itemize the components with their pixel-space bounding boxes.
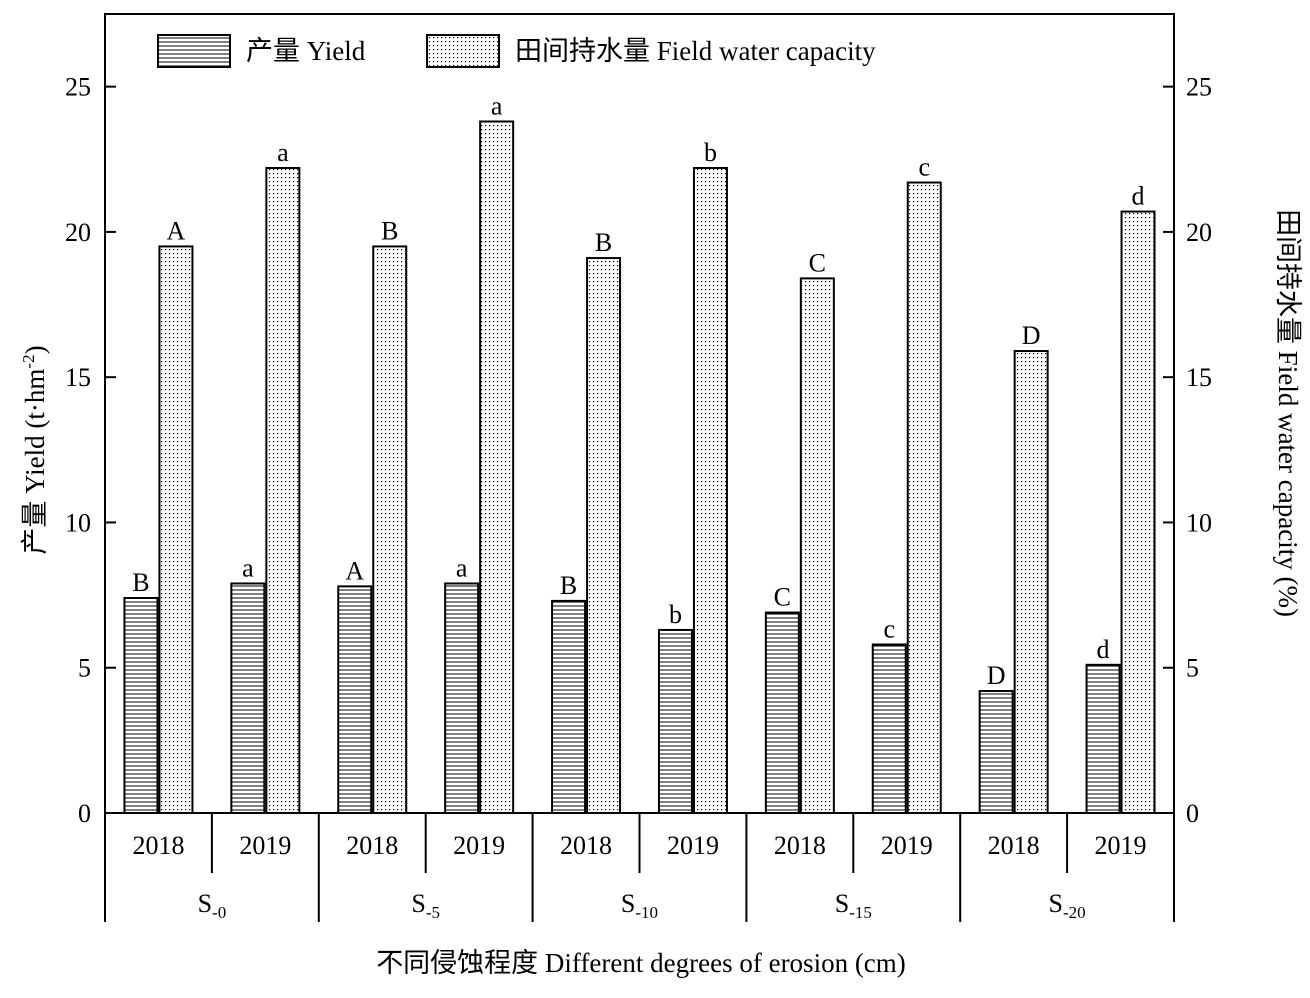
x-group-label: S-15 [835, 889, 872, 922]
x-group-subscript: -0 [212, 903, 226, 922]
yield-significance-label: B [560, 571, 577, 600]
x-group-label: S-5 [411, 889, 440, 922]
capacity-significance-label: a [491, 92, 503, 121]
yield-significance-label: A [345, 556, 364, 585]
y-right-tick-label: 20 [1186, 218, 1212, 247]
y-left-tick-label: 15 [65, 363, 91, 392]
yield-significance-label: a [456, 553, 468, 582]
yield-bar [764, 611, 800, 814]
yield-bar [337, 585, 373, 815]
bar-labels-layer: B Aa a A Ba a B Bb b C Cc c D Dd d [132, 92, 1144, 690]
x-year-label: 2019 [453, 831, 505, 860]
yield-bar [551, 599, 587, 814]
x-year-label: 2019 [667, 831, 719, 860]
capacity-bar [1013, 350, 1049, 814]
y-left-tick-label: 20 [65, 218, 91, 247]
yield-significance-label: d [1097, 635, 1110, 664]
y-right-tick-label: 25 [1186, 73, 1212, 102]
yield-significance-label: C [774, 583, 791, 612]
capacity-significance-label: a [277, 138, 289, 167]
y-left-tick-label: 5 [78, 654, 91, 683]
y-axis-left: 0 5 10 15 20 25 [65, 73, 116, 828]
y-axis-right-title: 田间持水量 Field water capacity (%) [1273, 209, 1303, 617]
y-right-tick-label: 10 [1186, 508, 1212, 537]
capacity-bar [372, 245, 408, 815]
y-axis-left-title: 产量 Yield (t·hm-2) [19, 345, 50, 554]
x-group-prefix: S [621, 889, 635, 918]
capacity-bar [692, 166, 728, 815]
yield-bar [444, 582, 480, 815]
yield-bar [1085, 663, 1121, 815]
y-right-tick-label: 5 [1186, 654, 1199, 683]
y-axis-right: 0 5 10 15 20 25 [1163, 73, 1212, 828]
x-year-label: 2018 [988, 831, 1040, 860]
capacity-bar [158, 245, 194, 815]
y-right-tick-label: 15 [1186, 363, 1212, 392]
y-axis-left-title-main: 产量 Yield (t·hm [20, 369, 50, 555]
x-year-label: 2019 [239, 831, 291, 860]
y-right-tick-label: 0 [1186, 799, 1199, 828]
legend: 产量 Yield 田间持水量 Field water capacity [157, 34, 876, 68]
capacity-bar [479, 120, 515, 814]
y-axis-left-title-end: ) [20, 345, 50, 354]
x-year-label: 2019 [1095, 831, 1147, 860]
yield-bar [871, 643, 907, 814]
x-year-label: 2019 [881, 831, 933, 860]
x-year-label: 2018 [560, 831, 612, 860]
legend-swatch-yield [157, 34, 231, 68]
capacity-significance-label: b [704, 138, 717, 167]
capacity-bar [906, 181, 942, 814]
y-left-tick-label: 25 [65, 73, 91, 102]
x-group-prefix: S [198, 889, 212, 918]
capacity-significance-label: c [918, 153, 930, 182]
y-left-tick-label: 0 [78, 799, 91, 828]
legend-label-yield: 产量 Yield [246, 36, 366, 66]
yield-bar [978, 689, 1014, 814]
x-axis-title: 不同侵蚀程度 Different degrees of erosion (cm) [376, 948, 906, 978]
bars-layer [123, 120, 1156, 815]
capacity-bar [265, 166, 301, 815]
capacity-bar [586, 257, 622, 815]
x-group-subscript: -10 [635, 903, 658, 922]
capacity-significance-label: d [1132, 182, 1145, 211]
capacity-significance-label: B [595, 228, 612, 257]
yield-bar [230, 582, 266, 815]
x-group-prefix: S [1049, 889, 1063, 918]
legend-label-capacity: 田间持水量 Field water capacity [515, 36, 876, 66]
y-left-tick-label: 10 [65, 508, 91, 537]
yield-significance-label: a [242, 553, 254, 582]
capacity-significance-label: D [1022, 321, 1041, 350]
capacity-bar [1120, 210, 1156, 814]
capacity-significance-label: A [167, 216, 186, 245]
yield-significance-label: b [669, 600, 682, 629]
legend-swatch-capacity [426, 34, 500, 68]
yield-bar [657, 628, 693, 814]
x-group-label: S-10 [621, 889, 658, 922]
x-group-subscript: -15 [849, 903, 872, 922]
x-group-subscript: -5 [426, 903, 440, 922]
x-group-prefix: S [411, 889, 425, 918]
yield-bar [123, 596, 159, 814]
x-group-prefix: S [835, 889, 849, 918]
x-group-label: S-20 [1049, 889, 1086, 922]
capacity-bar [799, 277, 835, 814]
yield-significance-label: D [987, 661, 1006, 690]
x-group-subscript: -20 [1063, 903, 1086, 922]
x-year-label: 2018 [346, 831, 398, 860]
yield-significance-label: c [883, 614, 895, 643]
capacity-significance-label: B [381, 216, 398, 245]
yield-significance-label: B [132, 568, 149, 597]
x-year-label: 2018 [132, 831, 184, 860]
capacity-significance-label: C [809, 248, 826, 277]
x-group-label: S-0 [198, 889, 227, 922]
x-year-label: 2018 [774, 831, 826, 860]
y-axis-left-title-sup: -2 [19, 354, 38, 368]
